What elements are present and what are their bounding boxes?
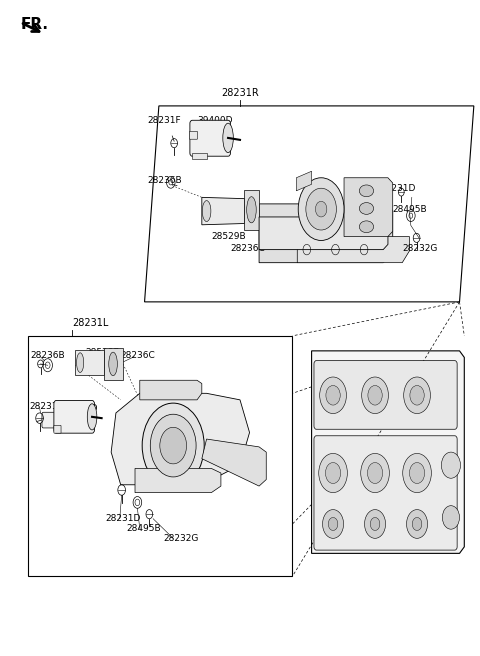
- Polygon shape: [202, 197, 245, 225]
- Polygon shape: [202, 439, 266, 486]
- Polygon shape: [344, 178, 393, 237]
- Circle shape: [325, 462, 341, 483]
- Circle shape: [368, 386, 382, 405]
- Ellipse shape: [360, 185, 373, 197]
- Ellipse shape: [202, 201, 211, 222]
- Text: 28495B: 28495B: [126, 524, 161, 533]
- Text: 28231R: 28231R: [221, 88, 259, 98]
- Text: 28236B: 28236B: [147, 176, 181, 185]
- Polygon shape: [244, 190, 259, 230]
- Circle shape: [323, 510, 344, 539]
- Polygon shape: [75, 350, 104, 375]
- Ellipse shape: [360, 221, 373, 233]
- Polygon shape: [111, 394, 250, 485]
- Polygon shape: [104, 348, 123, 380]
- Circle shape: [160, 427, 187, 464]
- Polygon shape: [297, 237, 409, 262]
- Text: 28231F: 28231F: [29, 402, 63, 411]
- Circle shape: [306, 188, 336, 230]
- FancyBboxPatch shape: [42, 412, 57, 428]
- Circle shape: [298, 178, 344, 241]
- Circle shape: [407, 510, 428, 539]
- Ellipse shape: [76, 353, 84, 373]
- Circle shape: [442, 452, 460, 478]
- Ellipse shape: [247, 197, 256, 223]
- Text: 28231F: 28231F: [147, 115, 180, 125]
- FancyBboxPatch shape: [190, 120, 230, 156]
- Circle shape: [150, 414, 196, 477]
- Circle shape: [410, 386, 424, 405]
- Polygon shape: [296, 171, 312, 191]
- Circle shape: [315, 201, 327, 217]
- Text: 28231D: 28231D: [381, 184, 416, 193]
- Ellipse shape: [87, 404, 97, 430]
- Circle shape: [320, 377, 347, 413]
- Polygon shape: [259, 217, 388, 250]
- Circle shape: [412, 518, 422, 531]
- Text: 28231D: 28231D: [106, 514, 141, 523]
- FancyBboxPatch shape: [54, 425, 61, 433]
- Circle shape: [404, 377, 431, 413]
- Circle shape: [367, 462, 383, 483]
- Ellipse shape: [223, 123, 233, 153]
- Circle shape: [443, 506, 459, 529]
- Circle shape: [403, 453, 432, 493]
- Circle shape: [370, 518, 380, 531]
- Ellipse shape: [109, 352, 117, 376]
- Text: 28529B: 28529B: [85, 348, 120, 358]
- Polygon shape: [135, 468, 221, 493]
- Polygon shape: [312, 351, 464, 554]
- Circle shape: [326, 386, 340, 405]
- Text: 28236C: 28236C: [230, 244, 265, 253]
- Text: 28232G: 28232G: [402, 244, 438, 253]
- Circle shape: [328, 518, 338, 531]
- Text: 28231L: 28231L: [72, 318, 108, 328]
- FancyBboxPatch shape: [54, 401, 95, 433]
- Text: 28236C: 28236C: [120, 351, 156, 360]
- FancyBboxPatch shape: [314, 436, 457, 550]
- Circle shape: [361, 453, 389, 493]
- Polygon shape: [259, 204, 393, 262]
- Text: 28529B: 28529B: [211, 232, 246, 241]
- Text: 28495B: 28495B: [393, 205, 427, 214]
- Text: FR.: FR.: [21, 17, 48, 31]
- Circle shape: [409, 462, 425, 483]
- FancyBboxPatch shape: [314, 361, 457, 429]
- Polygon shape: [192, 153, 206, 159]
- Circle shape: [364, 510, 385, 539]
- FancyBboxPatch shape: [190, 131, 198, 139]
- Text: 28232G: 28232G: [164, 534, 199, 543]
- Circle shape: [362, 377, 388, 413]
- Ellipse shape: [360, 203, 373, 215]
- Circle shape: [319, 453, 348, 493]
- Polygon shape: [140, 380, 202, 400]
- Circle shape: [142, 403, 204, 488]
- Text: 28236B: 28236B: [30, 351, 65, 360]
- Text: 39400D: 39400D: [62, 405, 98, 413]
- Text: 39400D: 39400D: [197, 115, 232, 125]
